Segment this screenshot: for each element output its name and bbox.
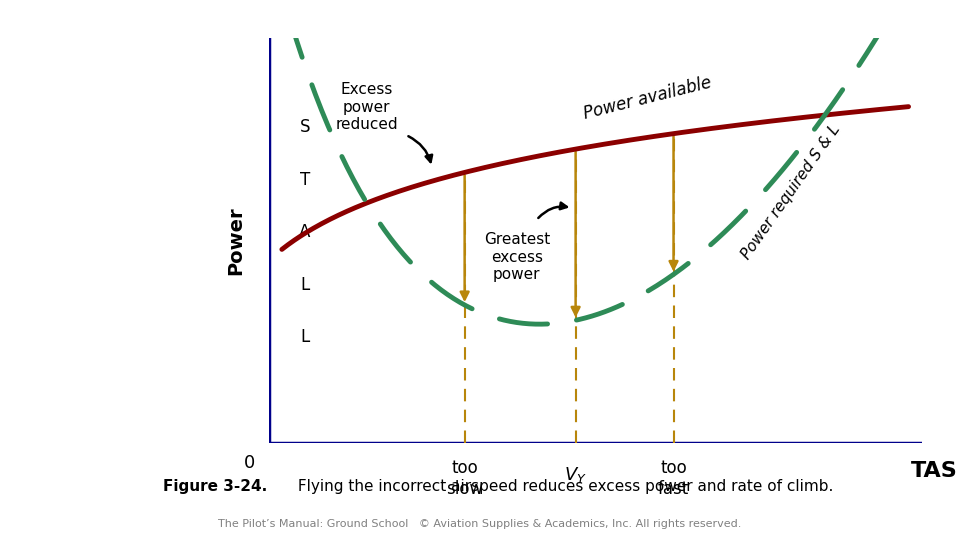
Text: The Pilot’s Manual: Ground School   © Aviation Supplies & Academics, Inc. All ri: The Pilot’s Manual: Ground School © Avia…	[218, 519, 742, 529]
Text: T: T	[300, 171, 310, 188]
Text: Greatest
excess
power: Greatest excess power	[484, 232, 550, 282]
Text: A: A	[299, 223, 310, 241]
Text: Power available: Power available	[582, 74, 713, 123]
Text: too
slow: too slow	[446, 459, 483, 498]
Text: L: L	[300, 276, 309, 294]
Text: TAS: TAS	[911, 461, 958, 481]
Text: Flying the incorrect airspeed reduces excess power and rate of climb.: Flying the incorrect airspeed reduces ex…	[293, 478, 833, 494]
Text: L: L	[300, 328, 309, 347]
Text: Excess
power
reduced: Excess power reduced	[335, 82, 398, 132]
Text: Power: Power	[227, 206, 246, 275]
Text: 0: 0	[244, 454, 254, 472]
Text: too
fast: too fast	[658, 459, 689, 498]
Text: Figure 3-24.: Figure 3-24.	[163, 478, 268, 494]
Text: $V_Y$: $V_Y$	[564, 465, 587, 485]
Text: Power required S & L: Power required S & L	[739, 122, 843, 262]
Text: S: S	[300, 118, 310, 136]
